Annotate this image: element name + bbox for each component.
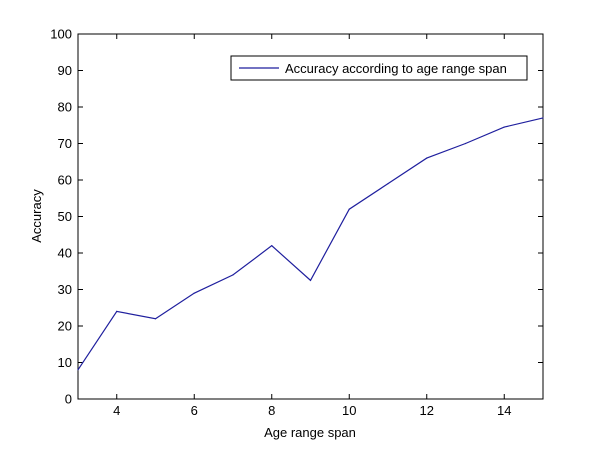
- data-point: [116, 310, 118, 312]
- data-point: [348, 208, 350, 210]
- legend: Accuracy according to age range span: [230, 55, 528, 81]
- x-tick-label: 8: [268, 403, 275, 418]
- data-point: [232, 274, 234, 276]
- legend-box: [230, 55, 528, 81]
- y-tick-label: 0: [65, 392, 72, 407]
- data-point: [271, 245, 273, 247]
- y-tick-label: 90: [58, 63, 72, 78]
- x-axis-label: Age range span: [264, 425, 356, 440]
- x-tick-label: 10: [342, 403, 356, 418]
- y-axis-label: Accuracy: [29, 189, 44, 243]
- y-tick-label: 80: [58, 100, 72, 115]
- data-point: [309, 279, 312, 281]
- data-point: [154, 318, 157, 320]
- y-tick-label: 30: [58, 282, 72, 297]
- series-layer: [77, 117, 544, 371]
- y-tick-label: 100: [50, 27, 72, 42]
- y-tick-label: 60: [58, 173, 72, 188]
- x-tick-label: 14: [497, 403, 511, 418]
- data-point: [503, 126, 505, 128]
- data-point: [464, 142, 467, 145]
- data-point: [542, 117, 544, 119]
- x-tick-label: 4: [113, 403, 120, 418]
- y-tick-label: 10: [58, 355, 72, 370]
- y-tick-label: 70: [58, 136, 72, 151]
- y-tick-label: 40: [58, 246, 72, 261]
- x-tick-label: 12: [420, 403, 434, 418]
- legend-label: Accuracy according to age range span: [285, 61, 507, 76]
- data-point: [193, 292, 195, 294]
- data-point: [387, 183, 389, 185]
- y-tick-label: 50: [58, 209, 72, 224]
- data-point: [77, 369, 79, 371]
- y-tick-label: 20: [58, 319, 72, 334]
- data-point: [426, 157, 428, 159]
- x-tick-label: 6: [191, 403, 198, 418]
- x-axis-ticks: 4 6 8 10 12 14: [113, 34, 511, 418]
- plot-area: [77, 33, 544, 400]
- y-axis-ticks: 0 10 20 30 40 50 60 70 80 90 100: [50, 27, 543, 407]
